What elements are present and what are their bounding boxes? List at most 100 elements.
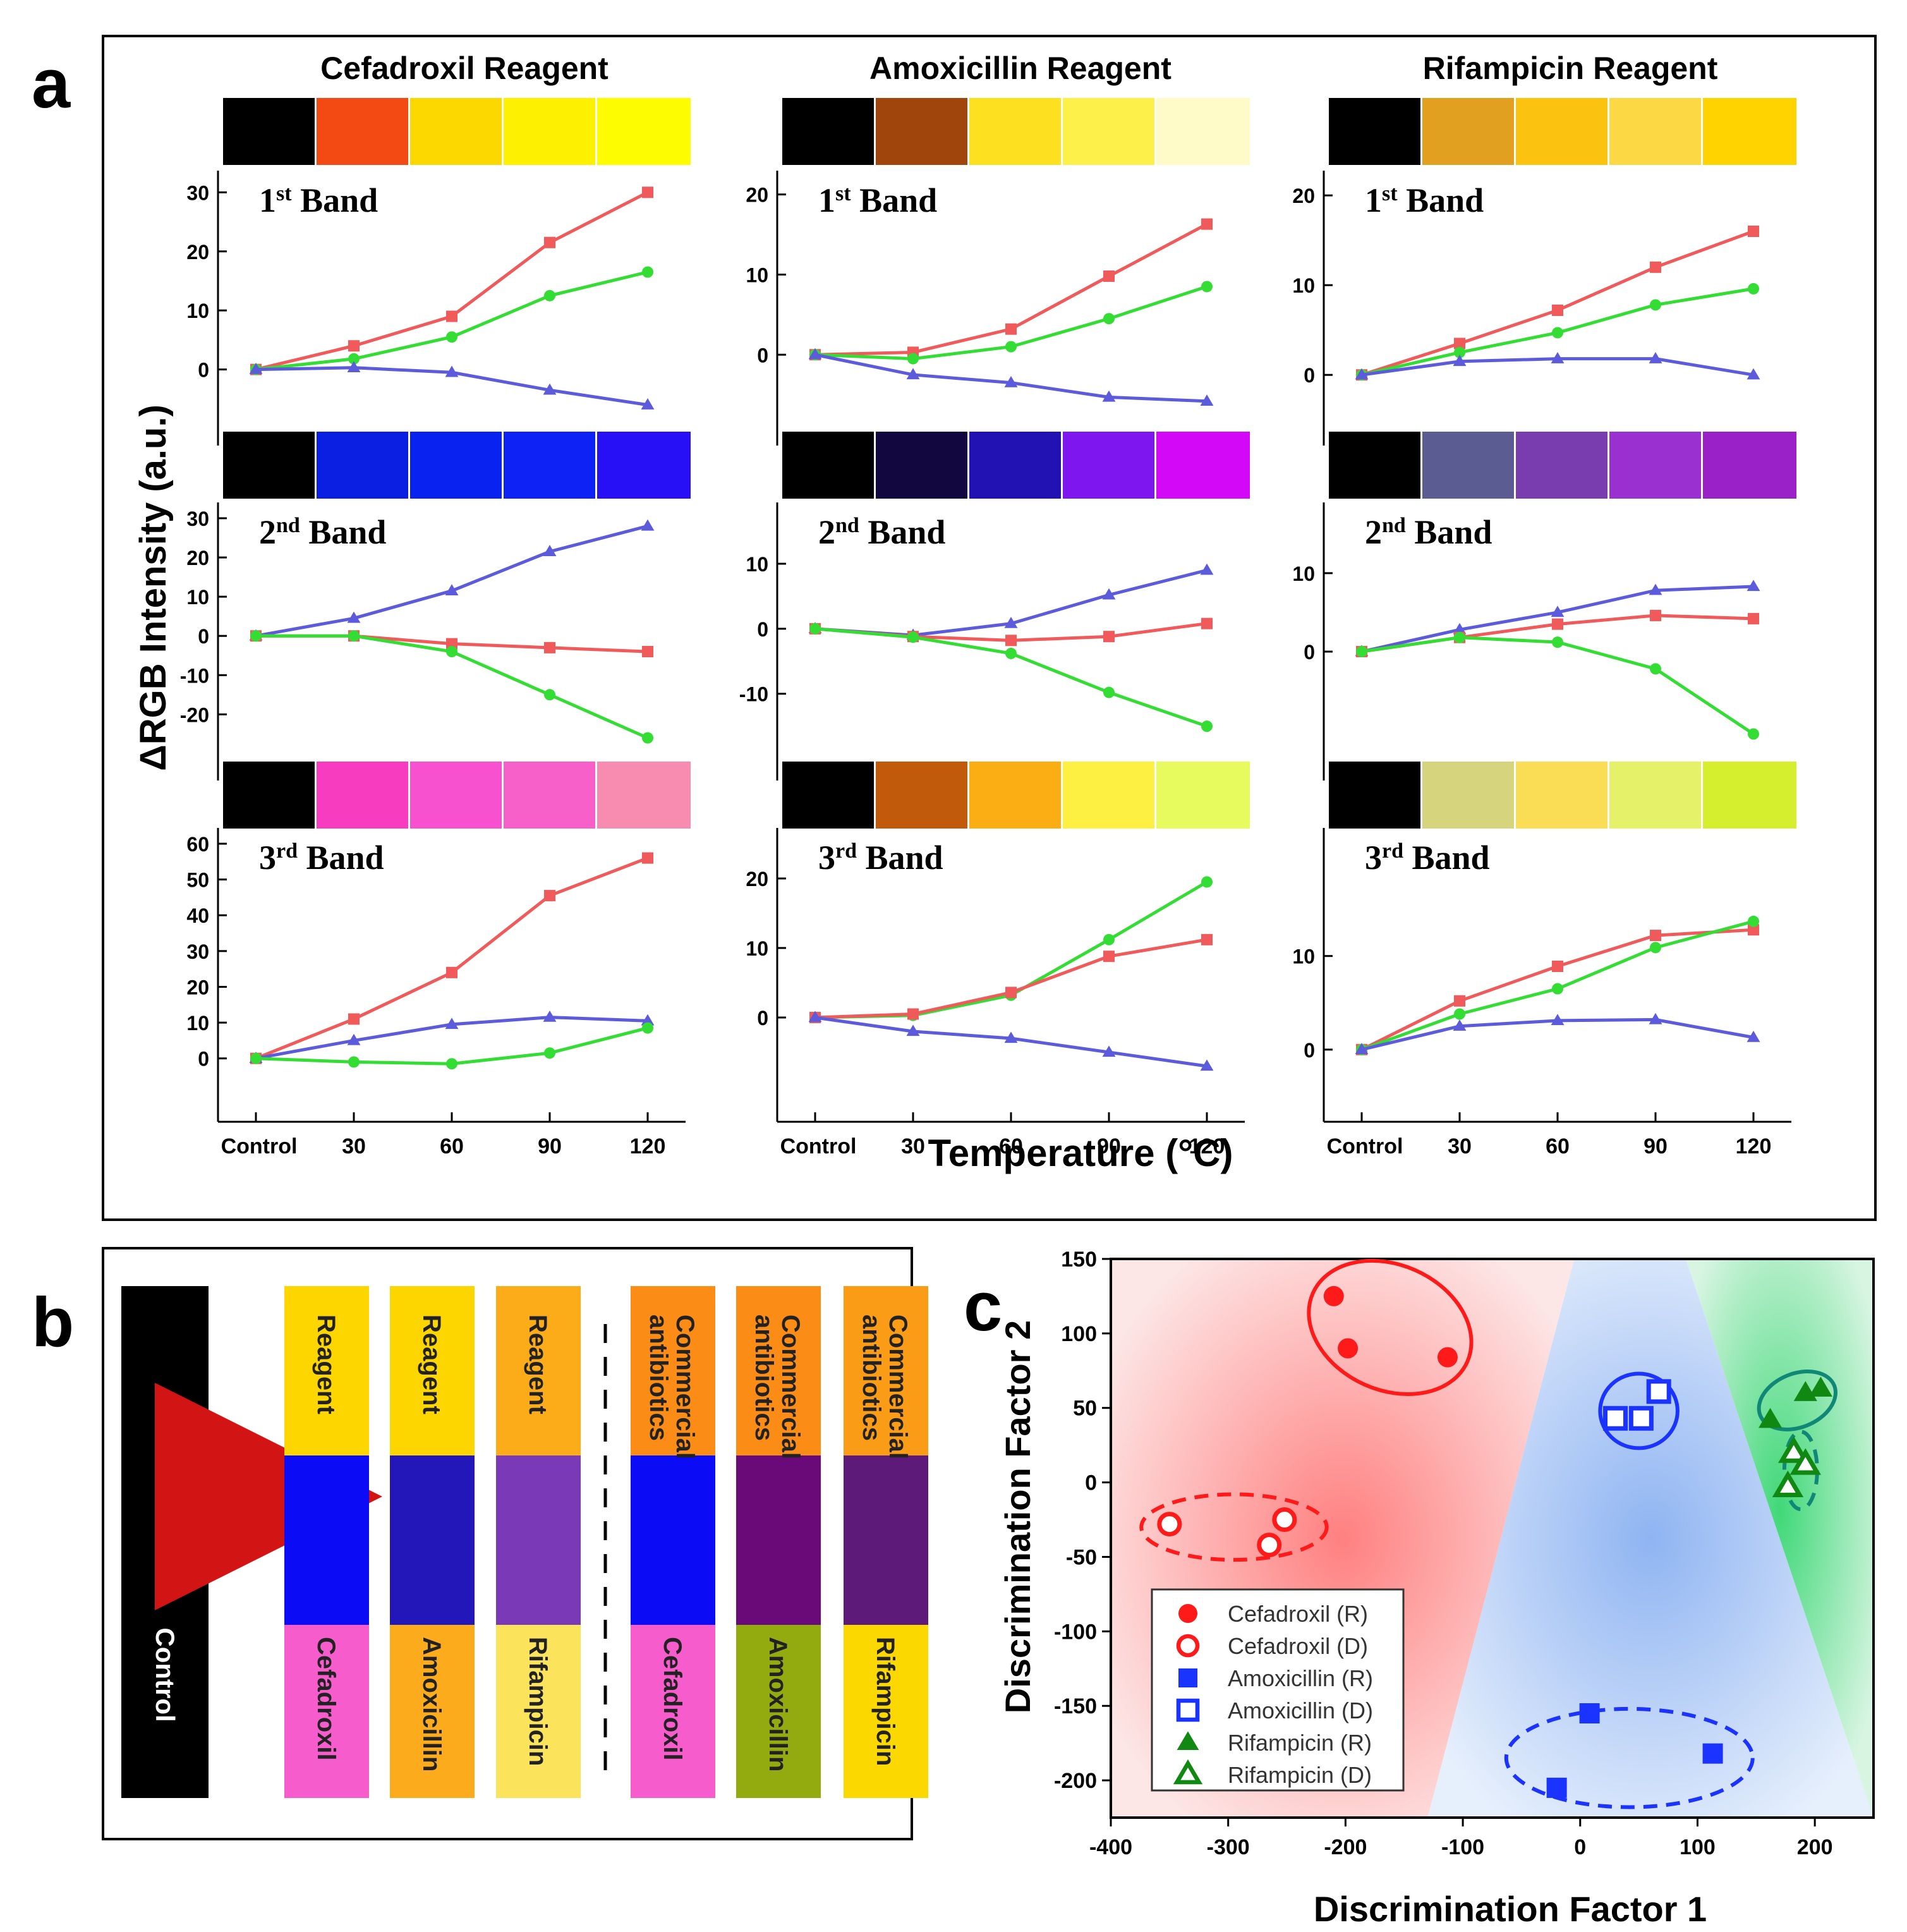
x-tick-label: -300 bbox=[1207, 1835, 1250, 1859]
y-tick-label: 0 bbox=[198, 625, 209, 648]
x-tick-label: Control bbox=[1327, 1134, 1403, 1158]
band-plot: Control 30 60 90 120 0 10 20 3rd Band bbox=[746, 762, 1250, 1158]
series-line-red bbox=[814, 938, 1208, 1019]
y-tick-label: 10 bbox=[1292, 945, 1315, 968]
reagent-title: Cefadroxil Reagent bbox=[320, 51, 608, 86]
y-tick-label: 20 bbox=[1292, 185, 1315, 207]
color-swatch bbox=[782, 432, 874, 499]
data-point bbox=[1005, 647, 1017, 659]
data-point bbox=[642, 186, 653, 198]
data-point bbox=[1103, 933, 1115, 945]
strip-top-band bbox=[284, 1286, 369, 1455]
legend-label: Cefadroxil (R) bbox=[1228, 1601, 1368, 1627]
plot-frame bbox=[1110, 1258, 1875, 1819]
scatter-point bbox=[1772, 1470, 1804, 1497]
strip-middle-band bbox=[844, 1455, 928, 1625]
data-point bbox=[1004, 1031, 1018, 1043]
color-swatch bbox=[1703, 432, 1796, 499]
y-tick-label: 10 bbox=[746, 937, 768, 960]
data-point bbox=[544, 289, 555, 301]
color-swatch bbox=[317, 432, 408, 499]
data-point bbox=[641, 1014, 655, 1026]
color-swatch bbox=[969, 98, 1061, 165]
legend-marker bbox=[1176, 1634, 1200, 1658]
data-point bbox=[1102, 588, 1116, 600]
data-point bbox=[1005, 635, 1017, 647]
strip-bottom-label: Rifampicin bbox=[871, 1637, 899, 1766]
x-tick-label: 120 bbox=[1189, 1134, 1225, 1158]
scatter-point bbox=[1602, 1406, 1628, 1431]
strip-bottom-band bbox=[844, 1625, 928, 1798]
strip-top-band bbox=[736, 1286, 821, 1455]
y-tick-label: 0 bbox=[757, 1007, 768, 1030]
panel-a-letter: a bbox=[32, 45, 71, 123]
series-line-green bbox=[1361, 636, 1755, 736]
band-plot: 0 10 20 1st Band bbox=[746, 98, 1250, 446]
data-point bbox=[1748, 612, 1759, 624]
color-swatch bbox=[504, 762, 595, 829]
x-tick-label: 120 bbox=[630, 1134, 666, 1158]
data-point bbox=[1200, 563, 1214, 575]
data-point bbox=[348, 340, 360, 352]
color-swatch bbox=[1063, 432, 1154, 499]
data-point bbox=[1551, 605, 1565, 617]
strip-middle-band bbox=[284, 1455, 369, 1625]
data-point bbox=[641, 398, 655, 410]
data-point bbox=[250, 630, 262, 642]
sample-strip: Reagent Rifampicin bbox=[496, 1286, 581, 1798]
strip-top-band bbox=[390, 1286, 475, 1455]
band-label: 2nd Band bbox=[259, 513, 386, 551]
y-tick-label: 50 bbox=[1073, 1397, 1097, 1421]
panel-a-y-axis-label: ΔRGB Intensity (a.u.) bbox=[133, 404, 174, 771]
strip-top-band bbox=[496, 1286, 581, 1455]
data-point bbox=[1650, 609, 1661, 621]
y-tick-label: 10 bbox=[1292, 274, 1315, 297]
scatter-point bbox=[1323, 1285, 1344, 1306]
data-point bbox=[1650, 942, 1661, 954]
data-point bbox=[1201, 933, 1213, 945]
x-tick-label: 30 bbox=[1448, 1134, 1472, 1158]
y-tick-label: 60 bbox=[186, 833, 209, 856]
legend-marker bbox=[1178, 1668, 1197, 1687]
data-point bbox=[1453, 1019, 1467, 1031]
legend-label: Amoxicillin (R) bbox=[1228, 1665, 1373, 1691]
data-point bbox=[1748, 728, 1759, 740]
strip-middle-band bbox=[496, 1455, 581, 1625]
color-swatch bbox=[876, 762, 967, 829]
sample-strip: Commercialantibiotics Amoxicillin bbox=[736, 1286, 821, 1798]
sample-strip: Reagent Cefadroxil bbox=[284, 1286, 369, 1798]
data-point bbox=[1005, 341, 1017, 353]
y-tick-label: 150 bbox=[1061, 1248, 1097, 1272]
strip-top-label: Commercialantibiotics bbox=[645, 1315, 699, 1459]
panel-b-letter: b bbox=[32, 1284, 74, 1361]
color-swatch bbox=[504, 98, 595, 165]
strip-middle-band bbox=[736, 1455, 821, 1625]
x-tick-label: 90 bbox=[1097, 1134, 1121, 1158]
data-point bbox=[544, 1047, 555, 1059]
panel-c: c -400 -300 -200 -100 0 100 200 -200 -150 -100 -50… bbox=[964, 1248, 1875, 1929]
y-tick-label: -50 bbox=[1066, 1545, 1097, 1569]
data-point bbox=[1551, 1014, 1565, 1026]
data-point bbox=[907, 631, 919, 643]
band-label: 3rd Band bbox=[259, 839, 384, 877]
y-tick-label: 40 bbox=[186, 904, 209, 927]
strip-top-band bbox=[844, 1286, 928, 1455]
y-tick-label: 10 bbox=[746, 553, 768, 576]
color-swatch bbox=[1609, 432, 1701, 499]
y-tick-label: -100 bbox=[1054, 1620, 1097, 1644]
data-point bbox=[1005, 323, 1017, 335]
reagent-title: Rifampicin Reagent bbox=[1423, 51, 1718, 86]
strip-bottom-band bbox=[736, 1625, 821, 1798]
data-point bbox=[1200, 1059, 1214, 1071]
data-point bbox=[1453, 623, 1467, 635]
series-line-red bbox=[814, 222, 1208, 356]
panel-a-x-axis-label: Temperature (°C) bbox=[928, 1132, 1233, 1174]
data-point bbox=[1748, 283, 1759, 295]
panel-b: b Control Reagent Cefadroxil Reagent Amoxic… bbox=[32, 1247, 928, 1840]
data-point bbox=[445, 365, 459, 377]
scatter-point bbox=[1646, 1379, 1671, 1404]
y-tick-label: -10 bbox=[739, 683, 768, 706]
y-tick-label: 30 bbox=[186, 507, 209, 530]
panel-c-x-axis-label: Discrimination Factor 1 bbox=[1314, 1889, 1707, 1929]
legend-label: Amoxicillin (D) bbox=[1228, 1698, 1373, 1723]
